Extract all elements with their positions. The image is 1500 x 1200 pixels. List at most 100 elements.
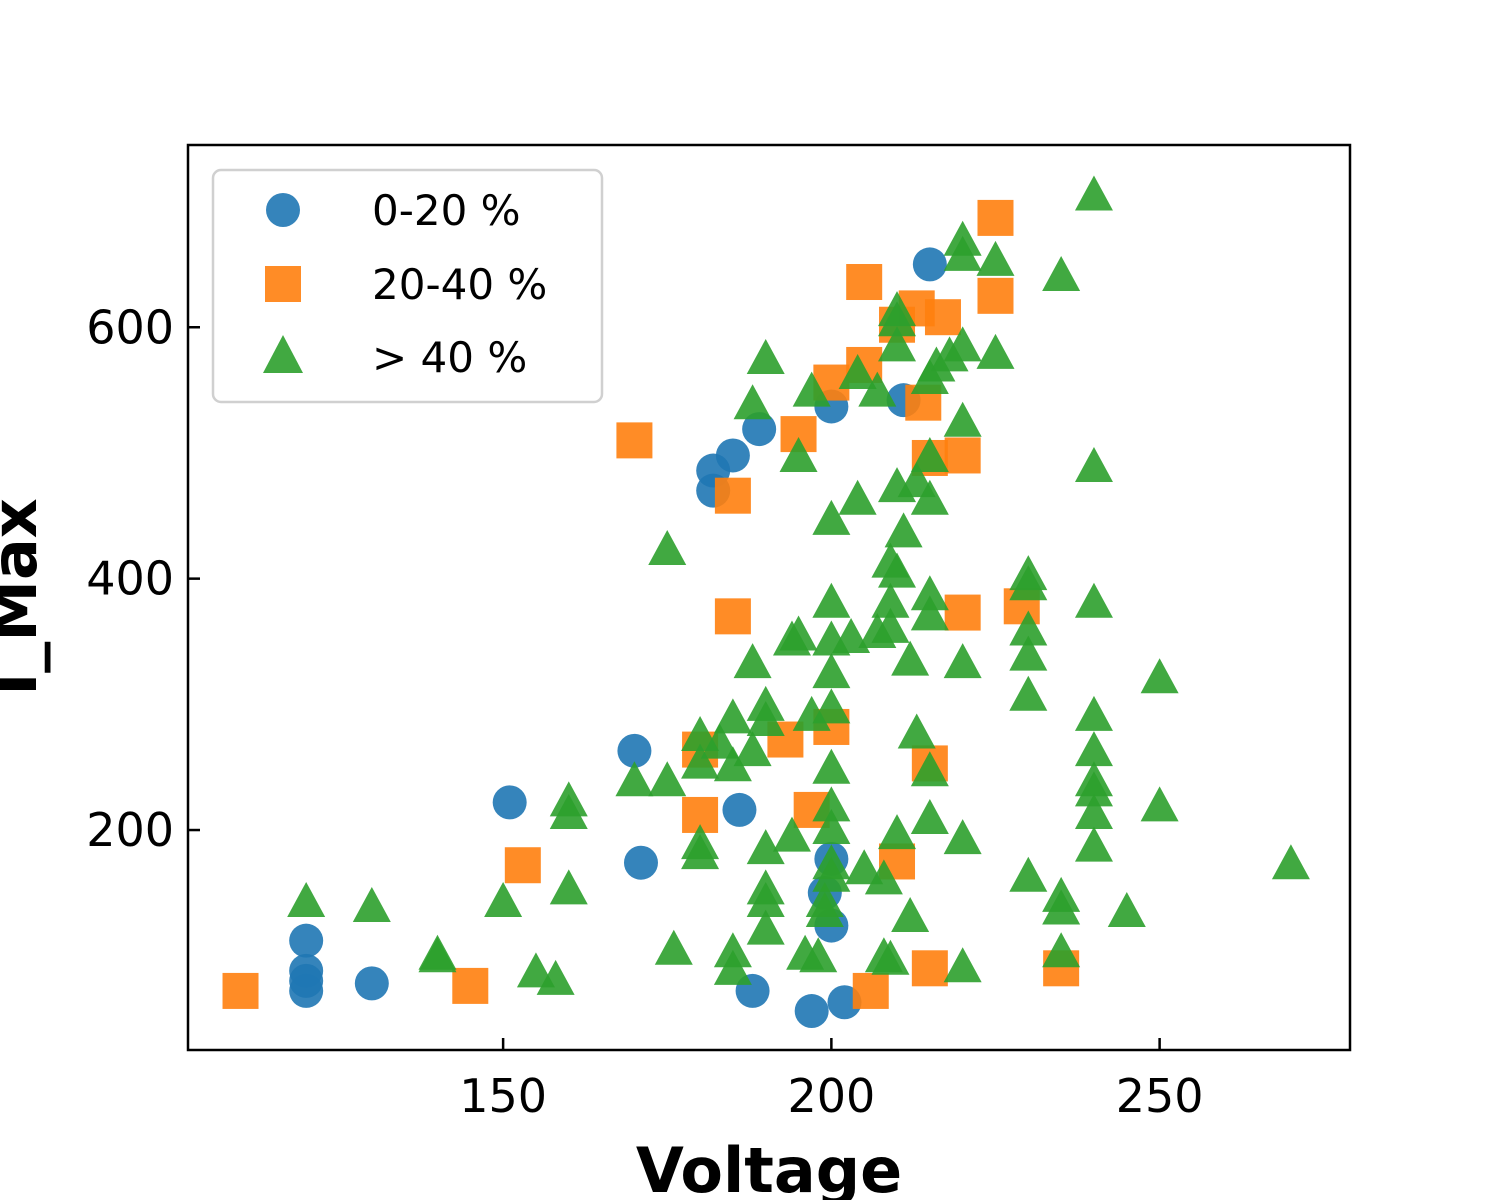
point-triangle <box>943 401 982 437</box>
point-circle <box>354 966 389 1001</box>
point-triangle <box>549 869 588 905</box>
x-tick-label: 250 <box>1116 1069 1204 1123</box>
point-triangle <box>812 499 851 535</box>
point-triangle <box>891 897 930 933</box>
point-triangle <box>838 479 877 515</box>
point-triangle <box>943 819 982 855</box>
point-triangle <box>910 798 949 834</box>
x-axis-ticks: 150 200 250 <box>459 1038 1204 1123</box>
point-triangle <box>864 859 903 895</box>
point-triangle <box>976 333 1015 369</box>
point-triangle <box>1074 582 1113 618</box>
point-triangle <box>648 529 687 565</box>
point-triangle <box>746 700 785 736</box>
point-triangle <box>1042 932 1081 968</box>
point-triangle <box>1074 731 1113 767</box>
point-triangle <box>654 929 693 965</box>
point-triangle <box>812 856 851 892</box>
point-triangle <box>812 653 851 689</box>
point-triangle <box>812 809 851 845</box>
point-triangle <box>746 909 785 945</box>
point-triangle <box>713 932 752 968</box>
point-triangle <box>976 240 1015 276</box>
point-triangle <box>878 552 917 588</box>
point-triangle <box>1074 447 1113 483</box>
point-circle <box>912 247 947 282</box>
point-triangle <box>1009 635 1048 671</box>
point-square <box>944 594 981 631</box>
legend-marker-triangle <box>263 335 303 373</box>
point-triangle <box>1042 255 1081 291</box>
x-tick-label: 200 <box>787 1069 875 1123</box>
point-triangle <box>878 326 917 362</box>
plot-frame <box>186 143 1352 1052</box>
legend-marker-square <box>265 266 301 302</box>
point-square <box>616 422 653 459</box>
x-tick-label: 150 <box>459 1069 547 1123</box>
point-circle <box>722 792 757 827</box>
point-triangle <box>805 891 844 927</box>
point-square <box>714 598 751 635</box>
legend: 0-20 % 20-40 % > 40 % <box>211 168 604 404</box>
data-points <box>222 175 1310 1029</box>
point-triangle <box>549 793 588 829</box>
point-triangle <box>910 595 949 631</box>
point-circle <box>617 733 652 768</box>
point-square <box>222 972 259 1009</box>
point-triangle <box>772 816 811 852</box>
legend-label-2: > 40 % <box>372 333 527 382</box>
point-triangle <box>799 937 838 973</box>
point-triangle <box>812 786 851 822</box>
point-circle <box>715 438 750 473</box>
point-triangle <box>943 947 982 983</box>
point-triangle <box>910 436 949 472</box>
point-triangle <box>871 607 910 643</box>
point-square <box>452 967 489 1004</box>
point-triangle <box>713 698 752 734</box>
point-triangle <box>1271 844 1310 880</box>
point-triangle <box>746 338 785 374</box>
point-triangle <box>1140 658 1179 694</box>
point-triangle <box>871 939 910 975</box>
point-triangle <box>779 615 818 651</box>
point-square <box>977 277 1014 314</box>
point-triangle <box>516 952 555 988</box>
point-triangle <box>681 834 720 870</box>
point-triangle <box>779 436 818 472</box>
point-triangle <box>484 881 523 917</box>
point-triangle <box>733 384 772 420</box>
point-triangle <box>746 881 785 917</box>
point-triangle <box>1009 610 1048 646</box>
point-triangle <box>418 937 457 973</box>
point-triangle <box>858 371 897 407</box>
point-triangle <box>910 479 949 515</box>
point-triangle <box>713 746 752 782</box>
x-axis-title: Voltage <box>636 1134 902 1200</box>
point-triangle <box>884 512 923 548</box>
point-square <box>977 199 1014 236</box>
point-circle <box>742 412 777 447</box>
y-tick-label: 600 <box>86 300 174 354</box>
point-triangle <box>1009 856 1048 892</box>
point-circle <box>492 785 527 820</box>
point-triangle <box>700 723 739 759</box>
point-triangle <box>1074 793 1113 829</box>
point-triangle <box>871 582 910 618</box>
point-triangle <box>792 371 831 407</box>
point-circle <box>794 994 829 1029</box>
point-triangle <box>897 713 936 749</box>
point-triangle <box>1107 891 1146 927</box>
point-triangle <box>838 354 877 390</box>
point-square <box>924 299 961 336</box>
point-square <box>944 437 981 474</box>
point-circle <box>623 845 658 880</box>
point-triangle <box>1009 565 1048 601</box>
legend-label-0: 0-20 % <box>372 186 521 235</box>
point-triangle <box>648 761 687 797</box>
point-triangle <box>812 748 851 784</box>
legend-marker-circle <box>266 193 300 227</box>
point-square <box>846 264 883 301</box>
point-triangle <box>878 814 917 850</box>
point-triangle <box>536 959 575 995</box>
